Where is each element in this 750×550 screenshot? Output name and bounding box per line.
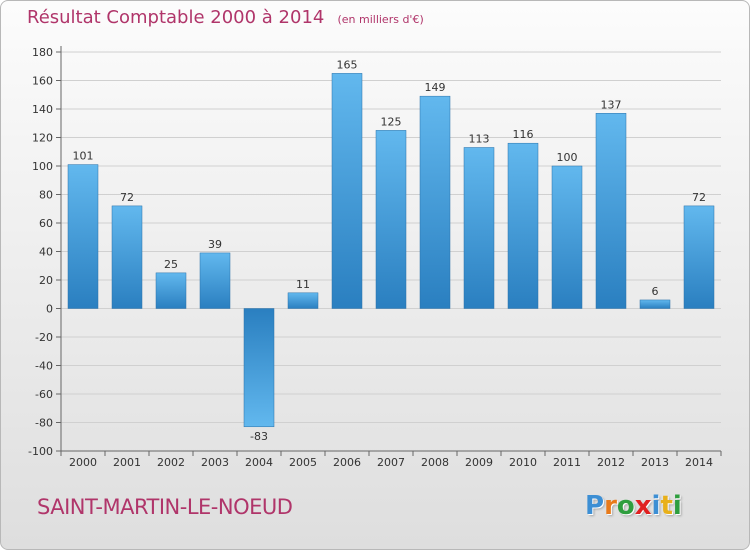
bar	[111, 205, 143, 309]
commune-name: SAINT-MARTIN-LE-NOEUD	[37, 495, 293, 519]
y-tick-label: -20	[35, 331, 53, 344]
data-label: 6	[652, 285, 659, 298]
y-tick-label: 120	[32, 132, 53, 145]
data-label: 113	[469, 132, 490, 145]
x-tick-label: 2003	[201, 456, 229, 469]
bar	[155, 272, 187, 309]
y-tick-label: -60	[35, 388, 53, 401]
bar	[67, 164, 99, 309]
bar	[683, 205, 715, 309]
y-tick-label: -40	[35, 360, 53, 373]
x-tick-label: 2000	[69, 456, 97, 469]
data-label: -83	[250, 430, 268, 443]
y-tick-label: 180	[32, 46, 53, 59]
bar	[199, 252, 231, 309]
bar	[419, 95, 451, 309]
bar	[243, 308, 275, 428]
x-tick-label: 2013	[641, 456, 669, 469]
bar	[507, 142, 539, 309]
data-label: 100	[557, 151, 578, 164]
title-row: Résultat Comptable 2000 à 2014 (en milli…	[27, 7, 424, 28]
chart-subtitle: (en milliers d'€)	[337, 13, 424, 26]
data-label: 116	[513, 128, 534, 141]
bar	[463, 147, 495, 309]
x-tick-label: 2007	[377, 456, 405, 469]
logo-letter: r	[604, 491, 617, 521]
y-tick-label: 40	[39, 246, 53, 259]
data-label: 39	[208, 238, 222, 251]
labels: 180 160 140 120 100 80 60 40 20 0 -20 -40 -60 -80 -100…	[28, 46, 713, 469]
x-tick-label: 2005	[289, 456, 317, 469]
data-label: 11	[296, 278, 310, 291]
bar	[287, 292, 319, 309]
proxiti-logo[interactable]: Proxiti	[585, 491, 682, 521]
data-label: 165	[337, 58, 358, 71]
data-label: 101	[73, 150, 94, 163]
y-tick-label: 20	[39, 274, 53, 287]
data-label: 72	[692, 191, 706, 204]
y-tick-label: -100	[28, 445, 53, 458]
y-tick-label: 60	[39, 217, 53, 230]
data-label: 72	[120, 191, 134, 204]
y-tick-label: -80	[35, 417, 53, 430]
x-tick-label: 2002	[157, 456, 185, 469]
x-tick-label: 2006	[333, 456, 361, 469]
data-label: 25	[164, 258, 178, 271]
x-tick-label: 2004	[245, 456, 273, 469]
chart-title: Résultat Comptable 2000 à 2014	[27, 7, 325, 28]
bar-chart: 180 160 140 120 100 80 60 40 20 0 -20 -40 -60 -80 -100…	[28, 46, 722, 469]
logo-letter: i	[672, 491, 682, 521]
x-tick-label: 2001	[113, 456, 141, 469]
data-label: 137	[601, 98, 622, 111]
logo-letter: i	[651, 491, 661, 521]
data-label: 125	[381, 115, 402, 128]
x-tick-label: 2014	[685, 456, 713, 469]
bars	[67, 73, 715, 428]
x-tick-label: 2009	[465, 456, 493, 469]
bar	[551, 165, 583, 309]
y-tick-label: 140	[32, 103, 53, 116]
bar	[639, 299, 671, 309]
data-label: 149	[425, 81, 446, 94]
logo-letter: P	[585, 491, 605, 521]
x-tick-label: 2012	[597, 456, 625, 469]
y-tick-label: 160	[32, 75, 53, 88]
bar	[595, 113, 627, 309]
y-tick-label: 100	[32, 160, 53, 173]
bar	[375, 130, 407, 309]
y-tick-label: 80	[39, 189, 53, 202]
axes	[56, 46, 722, 456]
bar	[331, 73, 363, 309]
logo-letter: t	[660, 491, 673, 521]
x-tick-label: 2011	[553, 456, 581, 469]
x-tick-label: 2010	[509, 456, 537, 469]
logo-letter: o	[616, 491, 635, 521]
x-tick-label: 2008	[421, 456, 449, 469]
logo-letter: x	[634, 491, 652, 521]
y-tick-label: 0	[46, 303, 53, 316]
